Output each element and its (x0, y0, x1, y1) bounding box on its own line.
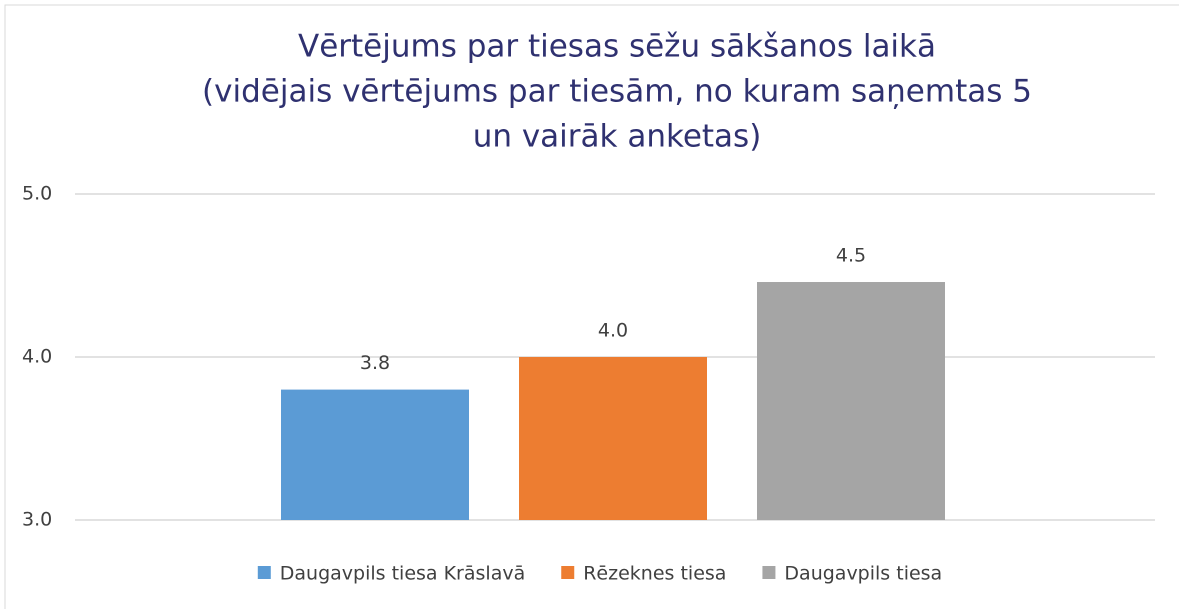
y-tick-label: 3.0 (22, 509, 52, 531)
legend-label: Rēzeknes tiesa (583, 563, 726, 585)
bar (757, 282, 945, 520)
chart-title: Vērtējums par tiesas sēžu sākšanos laikā (298, 29, 936, 65)
chart-title: (vidējais vērtējums par tiesām, no kuram… (202, 74, 1032, 110)
y-tick-label: 5.0 (22, 183, 52, 205)
y-tick-label: 4.0 (22, 346, 52, 368)
data-label: 4.0 (598, 320, 628, 342)
legend-label: Daugavpils tiesa (784, 563, 942, 585)
bar (281, 389, 469, 520)
data-label: 4.5 (836, 245, 866, 267)
legend-marker (257, 566, 271, 579)
legend-marker (561, 566, 575, 579)
chart-title: un vairāk anketas) (473, 119, 762, 155)
data-label: 3.8 (360, 352, 390, 374)
bar (519, 357, 707, 520)
legend-label: Daugavpils tiesa Krāslavā (280, 563, 525, 585)
legend-marker (762, 566, 776, 579)
